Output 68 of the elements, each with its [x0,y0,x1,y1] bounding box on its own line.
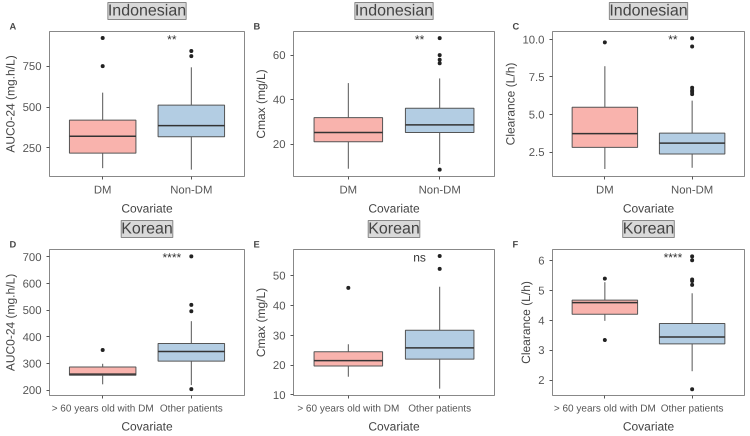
y-tick-label: 600 [22,278,42,291]
y-tick-label: 3 [538,345,545,358]
x-tick-label: DM [340,184,358,196]
x-tick-label: Non-DM [170,184,212,196]
y-tick-label: 40 [272,94,286,107]
y-tick-label: 300 [22,358,42,371]
y-tick-label: 500 [22,102,42,114]
x-tick-label: DM [596,184,614,196]
y-tick-label: 10 [272,390,286,402]
y-tick-label: 10.0 [522,34,545,46]
y-axis-title: Clearance (L/h) [519,281,534,364]
x-tick-label: DM [94,184,112,196]
chart-title: Indonesian [609,2,688,20]
y-tick-label: 4 [538,315,545,328]
text: C [512,22,520,32]
text: B [254,22,260,32]
y-tick-label: 50 [272,270,286,283]
y-tick-label: 400 [22,332,42,344]
y-axis-title: Cmax (mg/L) [254,288,268,358]
annotation: **** [664,250,683,264]
y-tick-label: 20 [272,139,286,152]
chart-title: Indonesian [354,2,434,20]
y-tick-label: 250 [22,142,42,155]
text: A [10,22,16,32]
x-tick-label: > 60 years old with DM [554,404,656,414]
y-tick-label: 40 [272,300,286,313]
annotation: ** [167,32,177,46]
y-tick-label: 2.5 [528,147,544,160]
x-axis-title: Covariate [368,420,420,434]
y-tick-label: 200 [22,385,42,398]
annotation: ** [668,32,678,46]
y-tick-label: 7.5 [528,72,544,84]
y-tick-label: 750 [22,61,42,74]
annotation: **** [162,250,182,264]
y-tick-label: 500 [22,305,42,318]
y-tick-label: 5 [538,285,545,298]
x-axis-title: Covariate [622,202,675,216]
y-tick-label: 700 [22,252,42,264]
y-tick-label: 20 [272,360,286,372]
annotation: ns [413,250,426,264]
x-tick-label: > 60 years old with DM [52,404,154,414]
text: E [254,240,260,250]
x-tick-label: Other patients [408,404,472,414]
y-axis-title: Clearance (L/h) [503,62,518,146]
y-axis-title: AUC0-24 (mg.h/L) [4,274,18,372]
x-axis-title: Covariate [622,420,675,434]
x-axis-title: Covariate [121,420,174,434]
x-tick-label: Other patients [160,404,223,414]
y-tick-label: 6 [538,255,545,268]
x-axis-title: Covariate [368,202,420,216]
chart-title: Korean [622,220,674,238]
text: F [512,240,518,250]
y-tick-label: 30 [272,330,286,342]
x-axis-title: Covariate [121,202,174,216]
x-tick-label: Non-DM [671,184,714,196]
x-tick-label: Other patients [660,404,724,414]
chart-title: Indonesian [108,2,186,20]
y-tick-label: 2 [538,375,545,388]
y-tick-label: 5.0 [528,109,544,122]
x-tick-label: > 60 years old with DM [297,404,400,414]
chart-title: Korean [121,220,173,238]
y-axis-title: AUC0-24 (mg.h/L) [4,55,18,153]
text: D [10,240,16,250]
chart-title: Korean [368,220,420,238]
y-axis-title: Cmax (mg/L) [254,69,268,139]
y-tick-label: 60 [272,50,286,62]
x-tick-label: Non-DM [418,184,461,196]
annotation: ** [414,32,425,46]
